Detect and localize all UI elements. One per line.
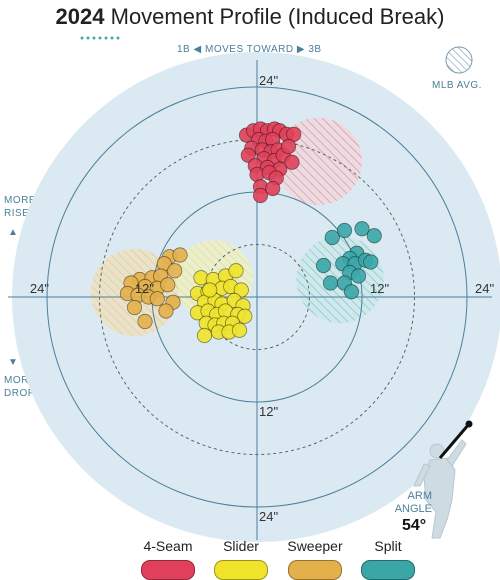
arm-angle-value: 54° — [402, 517, 427, 534]
arm-angle-ball — [465, 420, 473, 428]
legend-4-seam-swatch — [141, 560, 195, 580]
arrow-left-icon: ◀ — [193, 44, 202, 55]
direction-1b: 1B — [177, 44, 191, 55]
mlb-avg-key-icon — [445, 46, 473, 74]
4-seam-point — [240, 147, 256, 163]
more-drop-line1: MORE — [4, 375, 36, 386]
arrow-down-icon: ▼ — [8, 357, 19, 368]
split-point — [363, 254, 379, 270]
ring-label: 12" — [135, 281, 154, 296]
ring-label: 24" — [259, 509, 278, 524]
4-seam-point — [286, 126, 302, 142]
ring-label: 12" — [370, 281, 389, 296]
sweeper-point — [172, 247, 188, 263]
4-seam-point — [280, 138, 297, 155]
arm-angle-line2: ANGLE — [394, 503, 432, 515]
direction-3b: 3B — [308, 44, 322, 55]
chart-title: 2024 Movement Profile (Induced Break) — [0, 4, 500, 30]
legend-split-label: Split — [374, 538, 402, 554]
title-dots-decoration — [79, 36, 121, 40]
legend-slider-swatch — [214, 560, 268, 580]
ring-label: 24" — [259, 73, 278, 88]
arrow-up-icon: ▲ — [8, 227, 19, 238]
direction-label: 1B ◀ MOVES TOWARD ▶ 3B — [177, 44, 322, 55]
split-point — [350, 268, 367, 284]
split-point — [336, 222, 353, 239]
4-seam-point — [252, 187, 269, 204]
more-drop-label: ▼ MORE DROP — [4, 356, 36, 400]
arm-angle-line1: ARM — [407, 490, 432, 502]
more-rise-label: MORE RISE ▲ — [4, 194, 36, 239]
slider-point — [237, 308, 253, 324]
sweeper-point — [160, 277, 176, 293]
arm-angle-label: ARM ANGLE — [392, 490, 432, 516]
more-rise-line1: MORE — [4, 195, 36, 206]
slider-point — [233, 282, 249, 298]
split-point — [343, 284, 360, 300]
pitcher-silhouette-icon — [413, 439, 467, 539]
direction-text: MOVES TOWARD — [205, 44, 294, 55]
legend-split: Split — [348, 538, 428, 580]
split-point — [354, 221, 370, 237]
title-text: Movement Profile (Induced Break) — [110, 4, 445, 29]
slider-point — [196, 327, 213, 344]
ring-label: 12" — [259, 404, 278, 419]
arm-angle-line — [438, 423, 471, 459]
split-point — [315, 257, 332, 274]
sweeper-point — [158, 303, 174, 319]
title-year: 2024 — [55, 4, 105, 29]
split-point — [366, 228, 382, 244]
legend-slider: Slider — [201, 538, 281, 580]
4-seam-point — [284, 154, 300, 170]
ring-label: 24" — [30, 281, 49, 296]
sweeper-point — [149, 291, 165, 307]
legend-sweeper-label: Sweeper — [287, 538, 343, 554]
more-drop-line2: DROP — [4, 388, 35, 399]
split-point — [324, 229, 340, 246]
slider-point — [231, 322, 248, 338]
slider-point — [202, 282, 218, 298]
legend-4-seam: 4-Seam — [128, 538, 208, 580]
legend-4-seam-label: 4-Seam — [143, 538, 193, 554]
4-seam-point — [265, 180, 281, 197]
split-point — [322, 275, 339, 291]
slider-point — [228, 263, 244, 279]
sweeper-point — [126, 299, 143, 316]
arrow-right-icon: ▶ — [296, 44, 306, 55]
legend-sweeper: Sweeper — [275, 538, 355, 580]
mlb-avg-label: MLB AVG. — [432, 80, 482, 91]
more-rise-line2: RISE — [4, 208, 30, 219]
legend-split-swatch — [361, 560, 415, 580]
legend-slider-label: Slider — [223, 538, 259, 554]
ring-label: 24" — [475, 281, 494, 296]
sweeper-point — [137, 313, 153, 330]
sweeper-point — [167, 263, 183, 279]
legend-sweeper-swatch — [288, 560, 342, 580]
